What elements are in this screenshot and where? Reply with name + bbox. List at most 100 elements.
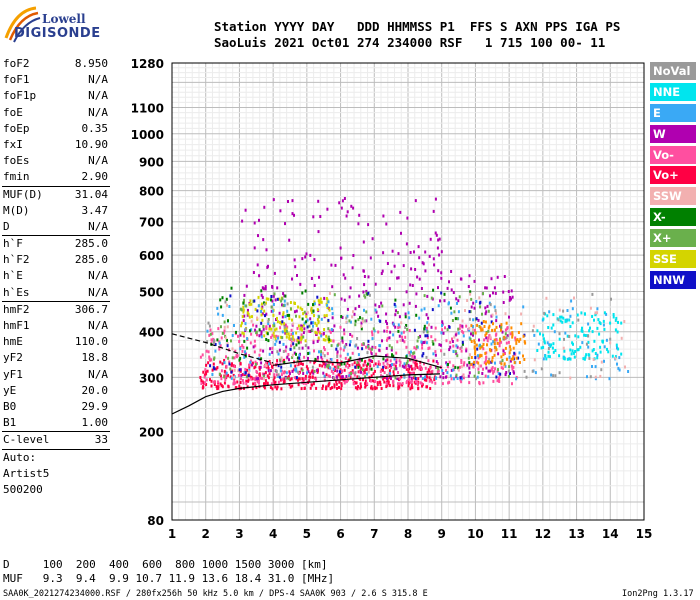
echo-point	[379, 383, 382, 386]
echo-point	[581, 341, 584, 345]
echo-point	[367, 347, 370, 351]
echo-point	[339, 347, 342, 351]
echo-point	[216, 338, 219, 342]
echo-point	[211, 373, 214, 376]
echo-point	[403, 340, 406, 344]
echo-point	[313, 258, 316, 262]
echo-point	[315, 386, 318, 390]
echo-point	[247, 308, 249, 312]
echo-point	[474, 349, 477, 353]
echo-point	[545, 357, 548, 361]
echo-point	[332, 376, 335, 380]
param-row: hmF1 N/A	[0, 318, 112, 334]
echo-point	[522, 354, 524, 358]
echo-point	[374, 387, 377, 391]
echo-point	[394, 298, 397, 302]
echo-point	[395, 360, 398, 364]
echo-point	[224, 374, 227, 378]
echo-point	[414, 304, 417, 308]
echo-point	[459, 324, 462, 328]
echo-point	[369, 359, 372, 363]
echo-point	[439, 375, 442, 379]
y-tick-label: 80	[147, 514, 164, 528]
echo-point	[293, 351, 296, 355]
distance-row: D 100 200 400 600 800 1000 1500 3000 [km…	[3, 558, 328, 571]
echo-point	[287, 353, 290, 356]
echo-point	[503, 335, 506, 339]
echo-point	[243, 339, 246, 343]
echo-point	[221, 313, 224, 317]
echo-point	[559, 319, 562, 323]
echo-point	[515, 356, 518, 360]
echo-point	[486, 360, 489, 364]
echo-point	[522, 305, 525, 309]
echo-point	[589, 306, 592, 310]
echo-point	[215, 367, 218, 371]
echo-point	[566, 309, 569, 312]
echo-point	[366, 372, 368, 376]
echo-point	[364, 359, 367, 363]
echo-point	[390, 346, 393, 350]
echo-point	[387, 381, 390, 385]
echo-point	[389, 372, 392, 375]
echo-point	[552, 374, 555, 378]
echo-point	[482, 342, 485, 346]
echo-point	[285, 327, 288, 331]
echo-point	[246, 311, 249, 315]
echo-point	[374, 308, 377, 312]
echo-point	[295, 376, 298, 380]
echo-point	[260, 357, 263, 361]
echo-point	[380, 368, 383, 372]
echo-point	[512, 346, 515, 350]
echo-point	[367, 275, 370, 279]
echo-point	[508, 355, 511, 359]
echo-point	[489, 294, 491, 298]
echo-point	[382, 377, 384, 381]
param-row: foEp 0.35	[0, 121, 112, 137]
echo-point	[356, 375, 359, 379]
echo-point	[500, 355, 503, 359]
echo-point	[237, 373, 240, 377]
echo-point	[282, 381, 285, 385]
legend-item: NNW	[650, 270, 696, 289]
echo-point	[591, 315, 594, 318]
echo-point	[288, 383, 291, 387]
echo-point	[397, 371, 399, 374]
echo-point	[220, 305, 223, 309]
echo-point	[448, 380, 451, 384]
echo-point	[234, 349, 237, 353]
echo-point	[332, 367, 335, 371]
echo-point	[408, 367, 411, 371]
echo-point	[574, 350, 577, 353]
echo-point	[268, 362, 271, 366]
echo-point	[340, 297, 343, 301]
echo-point	[407, 384, 410, 388]
echo-point	[380, 387, 383, 390]
echo-point	[230, 363, 233, 367]
echo-point	[616, 330, 619, 334]
echo-point	[219, 298, 222, 302]
echo-point	[445, 369, 448, 372]
echo-point	[616, 346, 618, 350]
echo-point	[378, 305, 381, 309]
echo-point	[396, 340, 399, 344]
echo-point	[258, 381, 260, 385]
echo-point	[484, 320, 487, 324]
echo-point	[223, 361, 226, 365]
echo-point	[455, 344, 458, 348]
echo-point	[398, 334, 401, 338]
echo-point	[254, 381, 256, 385]
echo-point	[405, 324, 408, 327]
echo-point	[523, 358, 526, 361]
echo-point	[388, 383, 391, 387]
y-tick-label: 500	[139, 286, 164, 300]
echo-point	[408, 351, 411, 355]
echo-point	[467, 374, 470, 378]
echo-point	[258, 367, 261, 371]
echo-point	[450, 377, 453, 381]
echo-point	[416, 365, 419, 369]
echo-point	[547, 354, 550, 358]
parameter-panel: foF2 8.950 foF1 N/A foF1p N/A foE N/A foEp 0.35 fx…	[0, 56, 112, 498]
echo-point	[562, 356, 565, 360]
echo-point	[607, 350, 610, 354]
